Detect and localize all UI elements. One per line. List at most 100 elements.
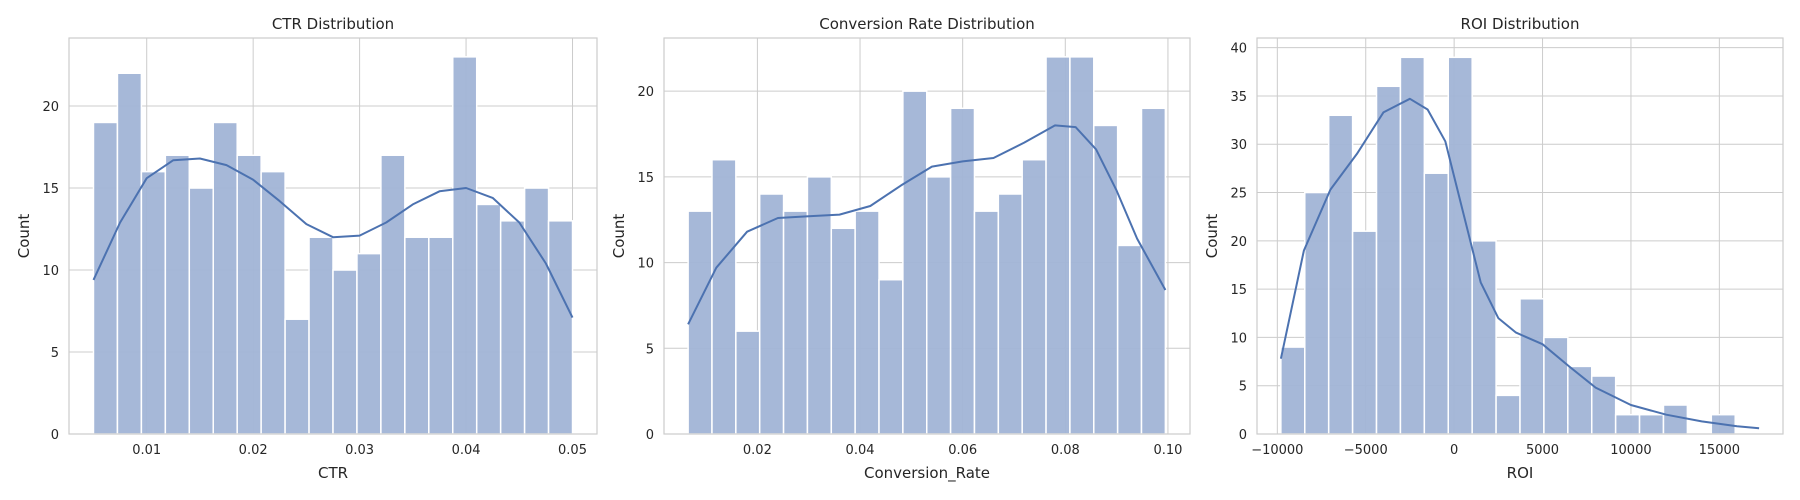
y-tick-label: 25 [1230,187,1247,202]
y-tick-label: 0 [51,428,59,443]
y-tick-label: 20 [637,85,654,100]
histogram-bar [475,203,502,435]
histogram-bar [1471,240,1497,435]
histogram-bar [711,158,737,435]
y-tick-label: 20 [42,100,59,115]
histogram-bar [902,90,928,435]
x-axis-label: ROI [1507,464,1534,482]
histogram-bar [925,176,952,435]
histogram-bar [356,252,382,435]
histogram-bar [332,269,358,435]
x-tick-label: 0 [1450,443,1458,458]
histogram-bar [758,193,785,435]
x-tick-label: 0.04 [846,443,875,458]
histogram-bar [1519,298,1545,435]
histogram-bar [284,318,310,435]
histogram-bar [1638,413,1665,435]
x-tick-label: 0.01 [132,443,161,458]
y-tick-label: 15 [637,171,654,186]
histogram-bar [1495,394,1521,435]
x-tick-label: 0.02 [239,443,268,458]
y-axis-label: Count [1203,214,1221,259]
histogram-bar [380,154,406,435]
histogram-bar [1093,124,1119,435]
histogram-bar [1662,404,1689,435]
histogram-bar [404,236,430,435]
histogram-bar [1399,56,1426,435]
axes-frame [663,37,1191,435]
y-tick-label: 40 [1230,42,1247,57]
x-tick-label: 0.02 [743,443,772,458]
histogram-bar [1021,158,1047,435]
y-tick-label: 5 [51,346,59,361]
histogram-bar [1447,56,1473,435]
histogram-bar [878,278,904,435]
x-tick-label: 0.03 [345,443,374,458]
histogram-bar [452,56,478,435]
kde-curve [1279,97,1760,430]
histogram-bar [735,330,761,435]
histogram-bar [782,210,809,435]
y-tick-label: 10 [42,264,59,279]
y-tick-label: 20 [1230,235,1247,250]
histogram-bar [260,170,286,435]
x-tick-label: 0.05 [558,443,587,458]
histogram-bar [308,236,334,435]
y-tick-label: 30 [1230,138,1247,153]
chart-title: CTR Distribution [272,15,394,33]
x-tick-label: 5000 [1526,443,1559,458]
histogram-bar [830,227,856,435]
y-axis-label: Count [610,214,628,259]
chart-title: Conversion Rate Distribution [819,15,1035,33]
histogram-bar [140,170,167,435]
histogram-bar [1590,375,1617,435]
x-tick-label: −10000 [1251,443,1303,458]
histogram-bar [428,236,454,435]
y-tick-label: 0 [646,428,654,443]
x-tick-label: 0.04 [452,443,481,458]
histogram-bar [1069,56,1095,435]
histogram-bar [116,72,143,435]
x-tick-label: 0.06 [948,443,977,458]
x-axis-label: Conversion_Rate [864,464,990,483]
x-tick-label: 10000 [1610,443,1651,458]
histogram-bar [1140,107,1167,435]
histogram-bar [1423,172,1450,435]
y-tick-label: 35 [1230,90,1247,105]
x-tick-label: 0.10 [1153,443,1182,458]
histogram-bar [1614,413,1641,435]
y-tick-label: 10 [1230,331,1247,346]
x-axis-label: CTR [318,464,348,482]
histogram-bar [854,210,880,435]
y-tick-label: 10 [637,257,654,272]
histogram-bar [236,154,262,435]
axes-frame [68,37,598,435]
y-tick-label: 5 [646,342,654,357]
histogram-bar [547,220,574,435]
y-tick-label: 0 [1239,428,1247,443]
histogram-bar [1567,365,1593,435]
histogram-bar [949,107,976,435]
chart-title: ROI Distribution [1461,15,1580,33]
y-tick-label: 15 [42,182,59,197]
histogram-bar [499,220,526,435]
histogram-bar [188,187,214,435]
x-tick-label: 15000 [1699,443,1740,458]
histogram-bar [1280,346,1306,435]
histogram-bar [523,187,550,435]
chart-panel-3: −10000 −5000 0 5000 10000 15000 0 5 10 15 20 25 30 35… [1203,15,1784,482]
axes-frame [1256,37,1784,435]
histogram-bar [1375,85,1402,435]
chart-panel-1: 0.01 0.02 0.03 0.04 0.05 0 5 10 15 20 CTR Distribu… [15,15,598,482]
histogram-bar [92,121,119,435]
chart-panel-2: 0.02 0.04 0.06 0.08 0.10 0 5 10 15 20 Conversion R… [610,15,1191,483]
x-tick-label: −5000 [1344,443,1388,458]
histogram-bar [687,210,713,435]
histogram-bar [1045,56,1071,435]
histogram-bar [164,154,191,435]
histogram-bar [1543,336,1569,435]
x-tick-label: 0.08 [1051,443,1080,458]
histogram-bar [997,193,1023,435]
histogram-bar [1304,191,1330,435]
